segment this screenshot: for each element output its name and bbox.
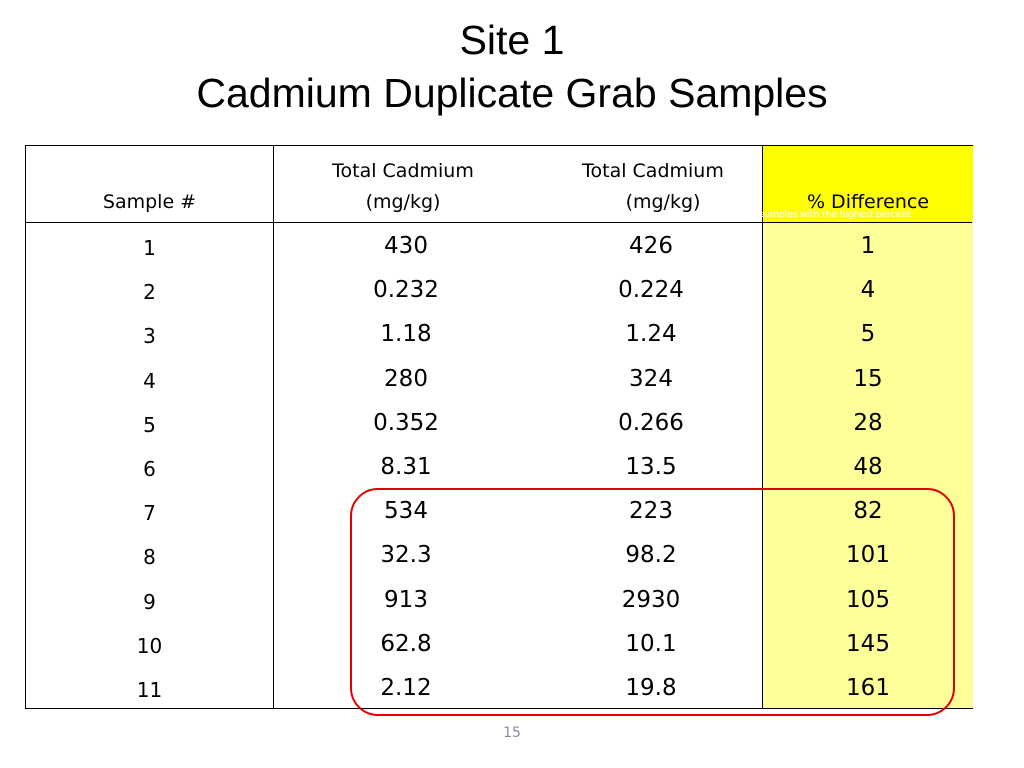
cell-total-cadmium-2: 2930 (621, 586, 681, 613)
title-line-2: Cadmium Duplicate Grab Samples (196, 70, 828, 116)
cell-sample-number: 9 (143, 589, 156, 614)
cell-total-cadmium-2: 324 (629, 365, 673, 392)
header-total-cadmium-2-unit: (mg/kg) (625, 191, 701, 213)
cell-total-cadmium-2: 10.1 (625, 630, 677, 657)
column-divider (762, 146, 763, 708)
cell-sample-number: 7 (143, 501, 156, 526)
table-row: 6 8.31 13.5 48 (26, 445, 972, 489)
cell-percent-difference: 15 (853, 365, 883, 392)
cell-total-cadmium-1: 32.3 (380, 542, 432, 569)
header-percent-difference-label: % Difference (806, 191, 930, 213)
cell-total-cadmium-1: 0.352 (373, 409, 439, 436)
cell-total-cadmium-1: 913 (384, 586, 428, 613)
header-total-cadmium-1: Total Cadmium (mg/kg) (274, 146, 532, 222)
cell-percent-difference: 105 (846, 586, 890, 613)
cell-total-cadmium-1: 62.8 (380, 630, 432, 657)
cell-total-cadmium-1: 1.18 (380, 321, 432, 348)
slide-title: Site 1 Cadmium Duplicate Grab Samples (0, 14, 1024, 120)
cell-total-cadmium-2: 13.5 (625, 454, 677, 480)
cell-percent-difference: 145 (846, 630, 890, 657)
cell-total-cadmium-2: 223 (629, 498, 673, 525)
table-row: 4 280 324 15 (26, 357, 972, 401)
title-line-1: Site 1 (459, 17, 565, 63)
cell-sample-number: 2 (143, 280, 156, 305)
cell-sample-number: 6 (143, 457, 156, 481)
cell-sample-number: 3 (143, 324, 156, 349)
header-total-cadmium-1-unit: (mg/kg) (365, 191, 441, 213)
header-total-cadmium-1-label: Total Cadmium (332, 160, 474, 182)
cell-percent-difference: 101 (846, 542, 890, 569)
cell-total-cadmium-1: 2.12 (380, 675, 432, 701)
cell-total-cadmium-1: 280 (384, 365, 428, 392)
difference-header-highlight (763, 146, 973, 222)
difference-column-highlight (763, 146, 973, 708)
cell-sample-number: 4 (143, 368, 156, 393)
cell-sample-number: 1 (143, 236, 156, 260)
cell-total-cadmium-2: 426 (629, 233, 673, 259)
column-divider (273, 146, 274, 708)
cell-percent-difference: 5 (860, 321, 876, 348)
table-row: 9 913 2930 105 (26, 578, 972, 622)
cell-total-cadmium-2: 19.8 (625, 675, 677, 701)
table-row: 1 430 426 1 (26, 224, 972, 268)
header-percent-difference: % Difference (763, 146, 973, 222)
header-divider (26, 222, 972, 223)
cell-total-cadmium-2: 98.2 (625, 542, 677, 569)
header-sample: Sample # (26, 146, 273, 222)
highlight-callout-ellipse (350, 488, 955, 716)
cell-sample-number: 11 (136, 678, 163, 702)
cell-percent-difference: 161 (846, 675, 890, 701)
cell-total-cadmium-1: 534 (384, 498, 428, 525)
cell-total-cadmium-2: 0.224 (618, 277, 684, 304)
table-row: 3 1.18 1.24 5 (26, 312, 972, 356)
cell-percent-difference: 82 (853, 498, 883, 525)
overlay-note: samples with the highest percent (760, 210, 911, 220)
table-row: 8 32.3 98.2 101 (26, 533, 972, 577)
cell-percent-difference: 4 (860, 277, 876, 304)
cell-sample-number: 8 (143, 545, 156, 570)
cell-percent-difference: 1 (860, 233, 876, 259)
table-row: 5 0.352 0.266 28 (26, 401, 972, 445)
cell-total-cadmium-1: 0.232 (373, 277, 439, 304)
cell-total-cadmium-1: 8.31 (380, 454, 432, 480)
cell-sample-number: 10 (136, 633, 163, 658)
cell-total-cadmium-2: 1.24 (625, 321, 677, 348)
table-row: 2 0.232 0.224 4 (26, 268, 972, 312)
cell-percent-difference: 48 (853, 454, 883, 480)
cell-sample-number: 5 (143, 412, 156, 437)
table-row: 7 534 223 82 (26, 489, 972, 533)
cell-total-cadmium-2: 0.266 (618, 409, 684, 436)
header-sample-label: Sample # (102, 191, 197, 213)
cell-percent-difference: 28 (853, 409, 883, 436)
page-number: 15 (503, 725, 521, 741)
table-row: 11 2.12 19.8 161 (26, 666, 972, 710)
cadmium-table: Sample # Total Cadmium (mg/kg) Total Cad… (25, 145, 973, 709)
cell-total-cadmium-1: 430 (384, 233, 428, 259)
header-total-cadmium-2-label: Total Cadmium (582, 160, 724, 182)
table-row: 10 62.8 10.1 145 (26, 622, 972, 666)
header-total-cadmium-2: Total Cadmium (mg/kg) (522, 146, 784, 222)
